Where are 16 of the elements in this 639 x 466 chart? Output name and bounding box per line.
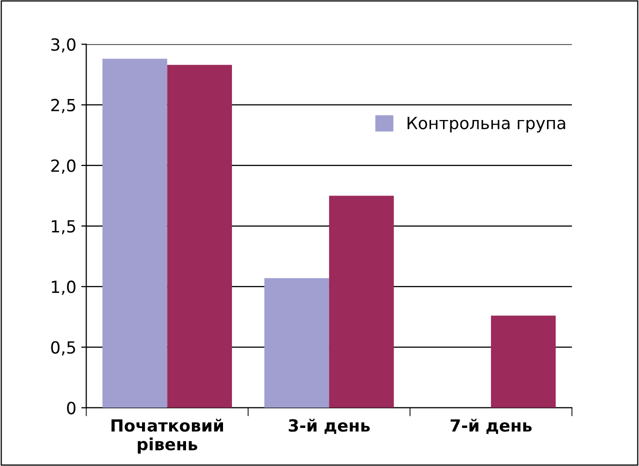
x-tick-label: 3-й день	[288, 418, 370, 434]
x-tick-label: 7-й день	[450, 418, 532, 434]
legend-label: Контрольна група	[408, 116, 566, 133]
y-tick-label: 2,0	[51, 159, 76, 174]
y-tick-label: 1,5	[52, 220, 76, 234]
bar	[167, 64, 232, 408]
y-tick-label: 1,0	[52, 280, 76, 295]
y-tick-label: 0	[67, 402, 76, 414]
y-tick-label: 0,5	[51, 341, 76, 356]
bar	[329, 196, 394, 408]
y-tick-label: 3,0	[51, 38, 76, 53]
x-tick-label: Початковий рівень	[112, 418, 224, 454]
y-tick-label: 2,5	[51, 98, 76, 114]
bar	[264, 278, 330, 408]
bar	[102, 58, 168, 408]
bar	[490, 316, 556, 408]
